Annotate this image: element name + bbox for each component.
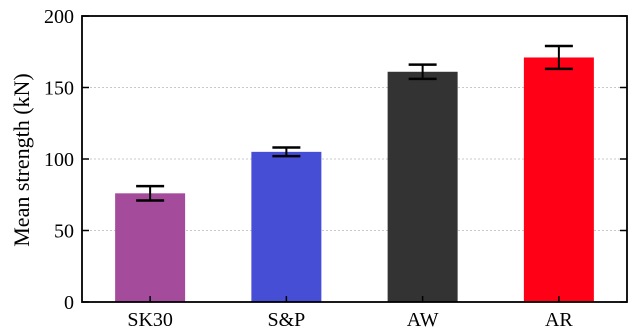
gridlines bbox=[82, 87, 627, 231]
error-bars bbox=[136, 44, 573, 202]
y-ticks: 0 50 100 150 200 bbox=[44, 6, 627, 314]
x-tick-label: SK30 bbox=[127, 309, 173, 331]
y-axis-label: Mean strength (kN) bbox=[9, 73, 34, 247]
x-tick-label: AR bbox=[545, 309, 573, 331]
y-tick-label: 50 bbox=[54, 221, 74, 243]
bar-sp bbox=[251, 151, 322, 302]
y-tick-label: 100 bbox=[44, 149, 74, 171]
x-tick-label: AW bbox=[407, 309, 439, 331]
y-tick-label: 150 bbox=[44, 78, 74, 100]
bar-sk30 bbox=[115, 193, 186, 302]
bar-ar bbox=[523, 57, 594, 302]
x-ticks: SK30 S&P AW AR bbox=[127, 296, 573, 331]
x-tick-label: S&P bbox=[267, 309, 305, 331]
bars bbox=[115, 57, 594, 303]
y-tick-label: 200 bbox=[44, 6, 74, 28]
y-tick-label: 0 bbox=[64, 292, 74, 314]
bar-aw bbox=[387, 71, 458, 303]
